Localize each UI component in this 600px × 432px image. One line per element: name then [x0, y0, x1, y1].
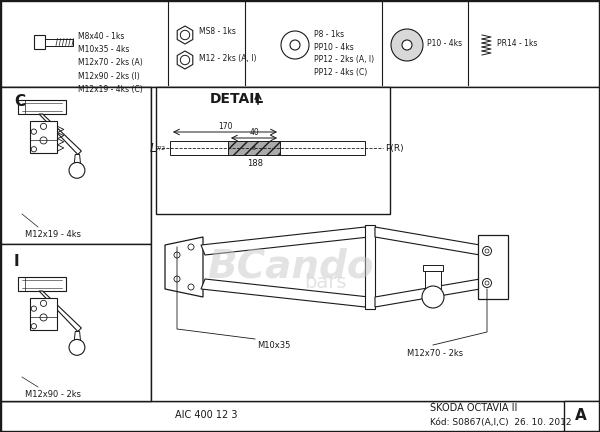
Text: AIC 400 12 3: AIC 400 12 3 [175, 410, 238, 420]
Text: MS8 - 1ks: MS8 - 1ks [199, 26, 236, 35]
Text: Kód: S0867(A,I,C)  26. 10. 2012: Kód: S0867(A,I,C) 26. 10. 2012 [430, 417, 571, 426]
Bar [1, 1, 599, 87]
Circle shape [485, 281, 489, 285]
Text: 40: 40 [249, 128, 259, 137]
Bar [365, 225, 375, 309]
Circle shape [40, 300, 47, 306]
Circle shape [69, 340, 85, 355]
Text: DETAIL: DETAIL [210, 92, 264, 106]
Text: 188: 188 [247, 159, 263, 168]
Circle shape [40, 137, 47, 144]
Polygon shape [375, 279, 480, 307]
Text: 7/2: 7/2 [156, 146, 166, 150]
Circle shape [402, 40, 412, 50]
Circle shape [391, 29, 423, 61]
Text: C: C [14, 94, 25, 109]
Circle shape [181, 55, 190, 65]
Polygon shape [39, 114, 82, 155]
Text: 8: 8 [252, 146, 256, 150]
Polygon shape [375, 227, 480, 255]
Text: A: A [575, 409, 587, 423]
Text: BCando: BCando [206, 248, 373, 286]
Text: M12x70 - 2ks: M12x70 - 2ks [407, 349, 463, 358]
Polygon shape [74, 331, 80, 340]
Circle shape [422, 286, 444, 308]
Polygon shape [39, 291, 82, 331]
Text: M12x19 - 4ks: M12x19 - 4ks [25, 230, 81, 239]
Bar [45, 38, 73, 45]
Circle shape [485, 249, 489, 253]
Circle shape [31, 324, 37, 329]
Circle shape [174, 252, 180, 258]
Bar [156, 87, 390, 214]
Circle shape [188, 244, 194, 250]
Polygon shape [201, 279, 369, 307]
Text: L: L [150, 142, 157, 155]
Bar [170, 141, 365, 155]
Circle shape [482, 279, 491, 288]
Polygon shape [177, 26, 193, 44]
Bar [425, 271, 441, 289]
Polygon shape [18, 277, 67, 291]
Bar [151, 87, 599, 401]
Text: M12x90 - 2ks: M12x90 - 2ks [25, 390, 81, 399]
Circle shape [188, 284, 194, 290]
Polygon shape [177, 51, 193, 69]
Circle shape [31, 146, 37, 152]
Bar [1, 87, 151, 401]
Bar [31, 298, 57, 330]
Circle shape [40, 123, 47, 130]
Text: M10x35: M10x35 [257, 341, 290, 350]
Circle shape [290, 40, 300, 50]
Polygon shape [74, 155, 80, 163]
Circle shape [31, 129, 37, 134]
Circle shape [482, 247, 491, 255]
Polygon shape [18, 100, 67, 114]
Bar [1, 87, 151, 244]
Text: I: I [14, 254, 20, 269]
Text: M8x40 - 1ks
M10x35 - 4ks
M12x70 - 2ks (A)
M12x90 - 2ks (I)
M12x19 - 4ks (C): M8x40 - 1ks M10x35 - 4ks M12x70 - 2ks (A… [78, 32, 143, 94]
Text: P(R): P(R) [385, 143, 404, 152]
Text: 170: 170 [218, 122, 232, 131]
Bar [1, 401, 599, 431]
Circle shape [281, 31, 309, 59]
Text: P10 - 4ks: P10 - 4ks [427, 38, 462, 48]
Bar [564, 401, 599, 431]
Circle shape [174, 276, 180, 282]
Polygon shape [165, 237, 203, 297]
Bar [1, 244, 151, 401]
Text: PR14 - 1ks: PR14 - 1ks [497, 38, 538, 48]
Circle shape [69, 162, 85, 178]
Bar [228, 141, 280, 155]
Text: P8 - 1ks
PP10 - 4ks
PP12 - 2ks (A, I)
PP12 - 4ks (C): P8 - 1ks PP10 - 4ks PP12 - 2ks (A, I) PP… [314, 30, 374, 76]
Circle shape [181, 30, 190, 40]
Circle shape [40, 314, 47, 321]
Bar [478, 235, 508, 299]
Circle shape [31, 306, 37, 311]
Bar [31, 121, 57, 153]
Bar [423, 265, 443, 271]
Text: bars: bars [304, 273, 346, 292]
Text: ŠKODA OCTAVIA II: ŠKODA OCTAVIA II [430, 403, 517, 413]
Text: M12 - 2ks (A, I): M12 - 2ks (A, I) [199, 54, 257, 63]
Bar [34, 35, 45, 49]
Polygon shape [201, 227, 369, 255]
